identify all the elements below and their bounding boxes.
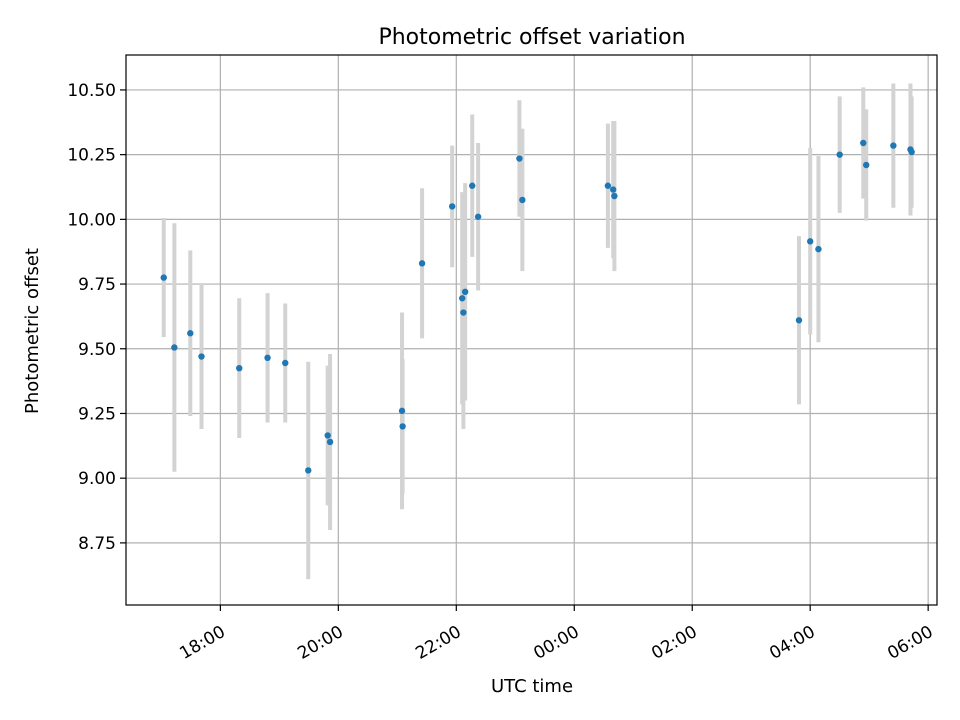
data-point — [418, 260, 426, 267]
data-point — [326, 438, 334, 446]
y-tick-label: 10.50 — [67, 81, 116, 101]
data-point — [198, 353, 205, 360]
data-point — [461, 288, 469, 296]
data-point — [890, 142, 897, 149]
x-tick-label: 06:00 — [884, 622, 936, 664]
y-tick-label: 10.00 — [67, 210, 116, 230]
plot-area-frame — [125, 54, 938, 606]
data-point — [815, 245, 822, 253]
grid-lines — [126, 55, 937, 605]
chart-title: Photometric offset variation — [378, 25, 685, 50]
y-tick-label: 9.50 — [78, 340, 116, 360]
y-axis-ticks: 8.75 9.00 9.25 9.50 9.75 10.00 10.25 10.50 — [67, 81, 126, 554]
data-point — [264, 354, 271, 362]
data-point — [448, 203, 456, 210]
data-point — [171, 344, 178, 351]
data-point — [324, 432, 331, 439]
data-point — [305, 467, 312, 474]
x-tick-label: 04:00 — [766, 622, 818, 664]
x-tick-label: 02:00 — [648, 622, 700, 664]
data-point — [863, 161, 870, 169]
data-point — [399, 423, 406, 430]
data-point — [611, 192, 618, 200]
data-point — [609, 186, 617, 193]
data-point — [519, 196, 526, 204]
data-point — [795, 317, 803, 324]
data-point — [282, 359, 289, 367]
data-point — [160, 274, 167, 281]
data-point — [604, 182, 612, 189]
data-point — [187, 330, 194, 337]
data-point — [236, 364, 243, 372]
y-tick-label: 8.75 — [78, 534, 116, 554]
data-point — [474, 213, 482, 220]
y-axis-label: Photometric offset — [22, 248, 43, 414]
data-point — [836, 151, 843, 158]
data-point — [908, 148, 915, 156]
x-tick-label: 20:00 — [294, 622, 346, 664]
data-point — [469, 182, 476, 189]
data-point — [460, 309, 467, 316]
data-points — [160, 139, 915, 474]
y-tick-label: 10.25 — [67, 146, 116, 166]
x-tick-label: 22:00 — [412, 622, 464, 664]
data-point — [458, 295, 466, 302]
y-tick-label: 9.25 — [78, 404, 116, 424]
data-point — [516, 155, 523, 162]
data-point — [860, 139, 867, 147]
x-tick-label: 00:00 — [530, 622, 582, 664]
x-axis-label: UTC time — [491, 676, 573, 697]
y-tick-label: 9.00 — [78, 469, 116, 489]
data-point — [806, 238, 814, 245]
data-point — [398, 407, 406, 415]
y-tick-label: 9.75 — [78, 275, 116, 295]
error-bars — [161, 83, 914, 580]
x-axis-ticks: 18:00 20:00 22:00 00:00 02:00 04:00 06:00 — [176, 605, 937, 664]
x-tick-label: 18:00 — [176, 622, 228, 664]
